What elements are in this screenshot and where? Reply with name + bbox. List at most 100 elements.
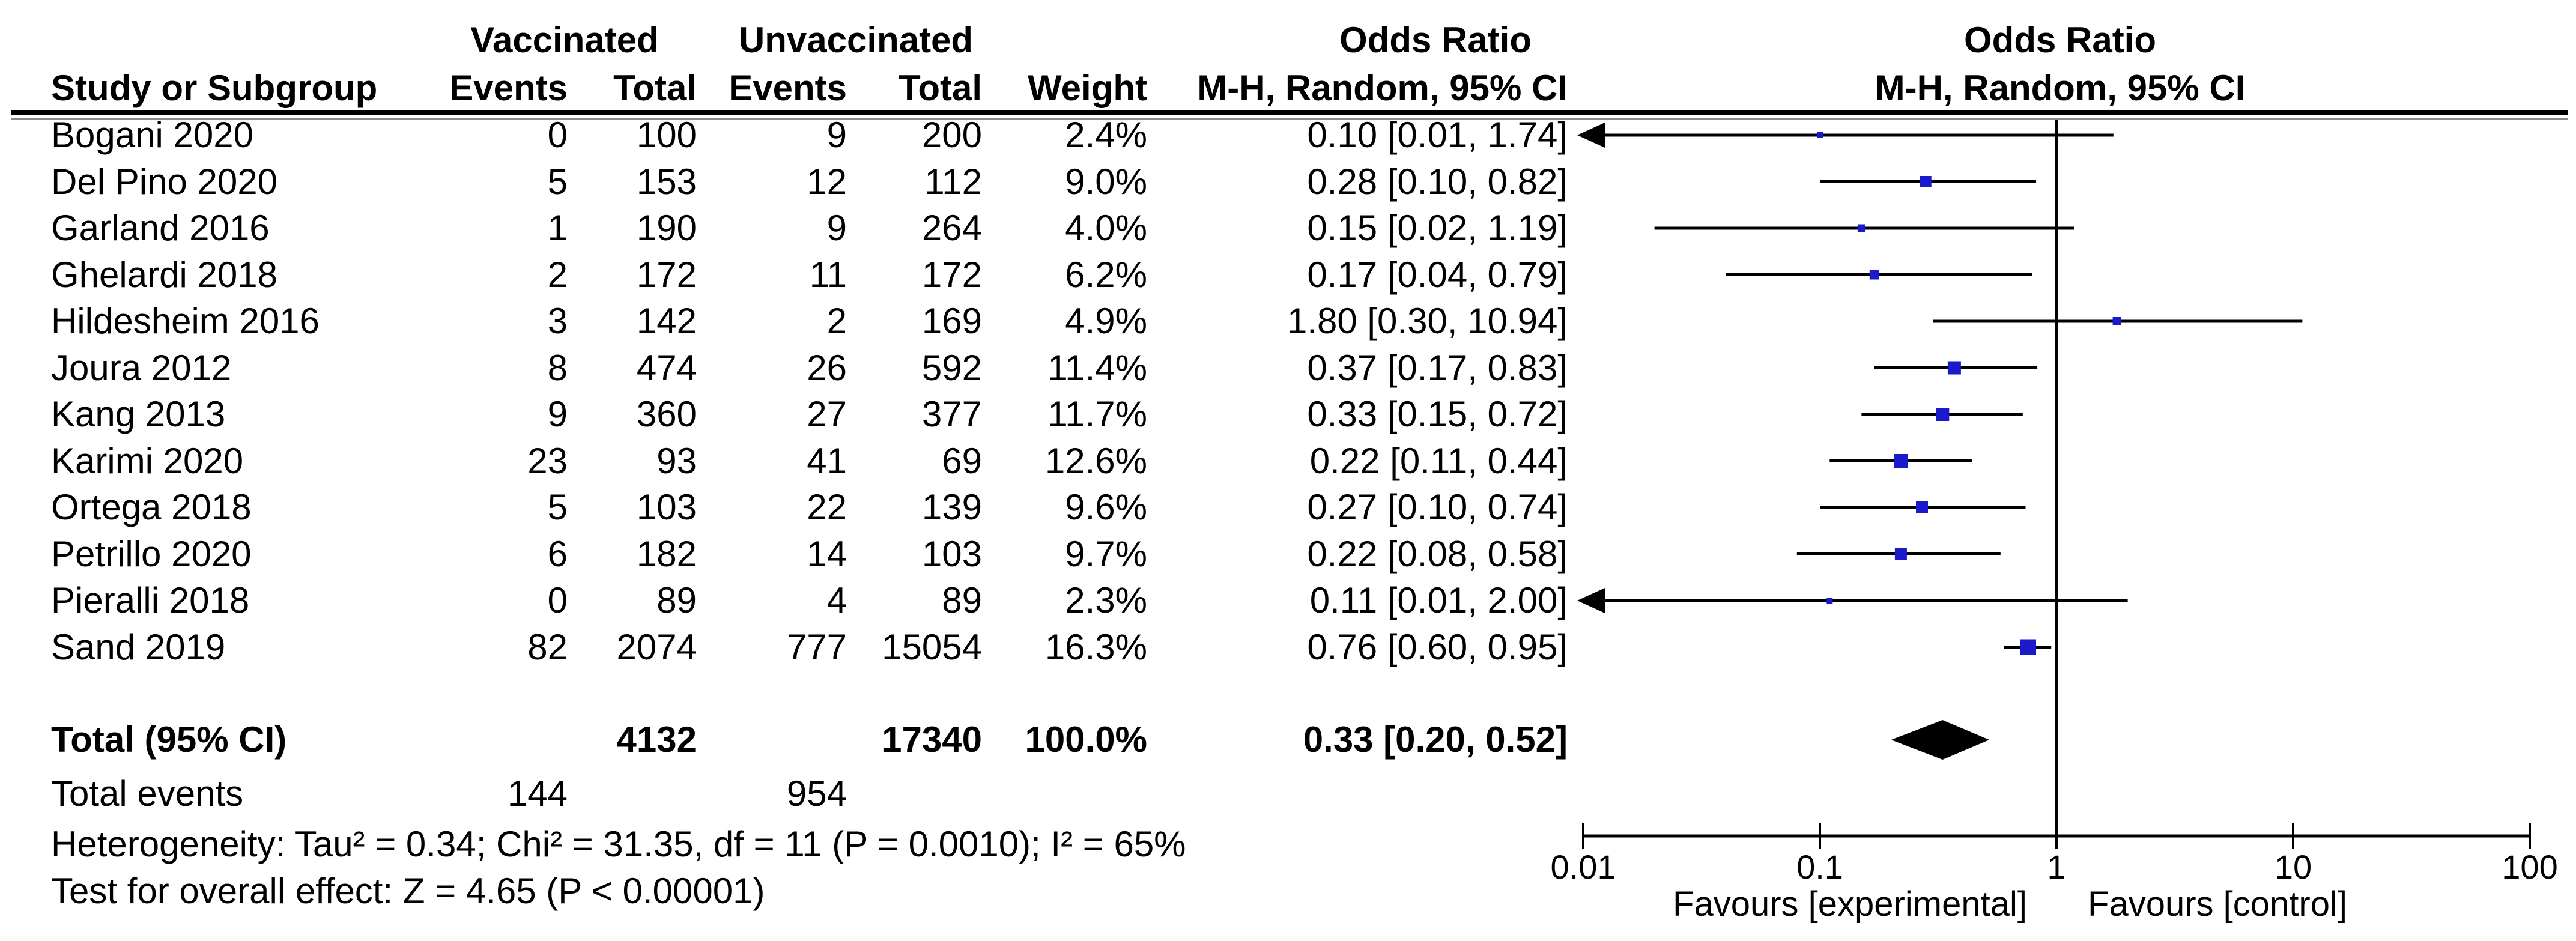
effect-square — [1936, 408, 1950, 421]
study-or-ci: 0.27 [0.10, 0.74] — [1307, 487, 1568, 527]
study-weight: 9.7% — [1065, 534, 1147, 574]
study-name: Garland 2016 — [51, 208, 270, 248]
study-vacc-total: 89 — [656, 580, 697, 620]
favours-control-label: Favours [control] — [2088, 885, 2347, 924]
col-group-unvaccinated: Unvaccinated — [738, 20, 974, 60]
overall-effect-text: Test for overall effect: Z = 4.65 (P < 0… — [51, 871, 765, 911]
effect-square — [1894, 548, 1907, 560]
study-vacc-events: 8 — [547, 348, 568, 388]
col-odds-ratio-title: Odds Ratio — [1339, 20, 1532, 60]
header-rule-thin — [11, 118, 2568, 120]
study-or-ci: 0.15 [0.02, 1.19] — [1307, 208, 1568, 248]
effect-square — [2112, 317, 2121, 325]
study-vacc-total: 360 — [636, 394, 697, 434]
study-weight: 2.3% — [1065, 580, 1147, 620]
study-or-ci: 0.11 [0.01, 2.00] — [1309, 580, 1568, 620]
col-or-method: M-H, Random, 95% CI — [1197, 68, 1568, 108]
arrow-left-icon — [1577, 123, 1605, 148]
study-vacc-events: 82 — [527, 627, 568, 667]
study-name: Hildesheim 2016 — [51, 301, 320, 341]
study-unvacc-total: 89 — [942, 580, 982, 620]
summary-diamond — [1891, 720, 1990, 760]
study-vacc-events: 9 — [547, 394, 568, 434]
effect-square — [1857, 224, 1865, 232]
study-vacc-total: 182 — [636, 534, 697, 574]
study-weight: 12.6% — [1044, 441, 1147, 481]
study-name: Petrillo 2020 — [51, 534, 252, 574]
study-unvacc-total: 592 — [921, 348, 982, 388]
study-name: Joura 2012 — [51, 348, 232, 388]
x-axis-tick-label: 0.01 — [1550, 848, 1616, 886]
study-weight: 4.9% — [1065, 301, 1147, 341]
study-weight: 6.2% — [1065, 255, 1147, 295]
study-unvacc-events: 26 — [807, 348, 847, 388]
study-unvacc-events: 11 — [809, 255, 847, 295]
study-or-ci: 0.28 [0.10, 0.82] — [1307, 162, 1568, 202]
study-unvacc-total: 69 — [942, 441, 982, 481]
study-name: Kang 2013 — [51, 394, 226, 434]
study-unvacc-events: 4 — [826, 580, 847, 620]
x-axis-tick-label: 10 — [2274, 848, 2312, 886]
x-axis-tick-label: 100 — [2502, 848, 2558, 886]
study-unvacc-events: 9 — [826, 208, 847, 248]
plot-or-method: M-H, Random, 95% CI — [1874, 68, 2246, 108]
study-unvacc-total: 139 — [921, 487, 982, 527]
study-vacc-total: 100 — [636, 115, 697, 155]
study-name: Ghelardi 2018 — [51, 255, 277, 295]
study-unvacc-events: 22 — [807, 487, 847, 527]
study-vacc-events: 0 — [547, 115, 568, 155]
col-weight: Weight — [1028, 68, 1147, 108]
study-or-ci: 0.22 [0.11, 0.44] — [1309, 441, 1568, 481]
study-or-ci: 0.37 [0.17, 0.83] — [1307, 348, 1568, 388]
study-weight: 11.7% — [1047, 394, 1147, 434]
study-unvacc-events: 12 — [807, 162, 847, 202]
study-or-ci: 0.76 [0.60, 0.95] — [1307, 627, 1568, 667]
study-vacc-total: 190 — [636, 208, 697, 248]
study-vacc-events: 3 — [547, 301, 568, 341]
effect-square — [1947, 361, 1961, 375]
arrow-left-icon — [1577, 588, 1605, 613]
study-unvacc-total: 200 — [921, 115, 982, 155]
study-vacc-total: 153 — [636, 162, 697, 202]
study-unvacc-total: 172 — [921, 255, 982, 295]
total-events-vaccinated: 144 — [507, 773, 568, 814]
effect-square — [1869, 270, 1879, 280]
x-axis-tick-label: 0.1 — [1796, 848, 1843, 886]
study-or-ci: 1.80 [0.30, 10.94] — [1286, 301, 1568, 341]
heterogeneity-text: Heterogeneity: Tau² = 0.34; Chi² = 31.35… — [51, 824, 1186, 864]
study-weight: 9.6% — [1065, 487, 1147, 527]
study-name: Karimi 2020 — [51, 441, 244, 481]
study-weight: 9.0% — [1065, 162, 1147, 202]
study-name: Sand 2019 — [51, 627, 226, 667]
study-unvacc-events: 27 — [807, 394, 847, 434]
study-vacc-events: 5 — [547, 162, 568, 202]
total-unvacc-total: 17340 — [882, 719, 982, 760]
study-name: Bogani 2020 — [51, 115, 253, 155]
total-events-label: Total events — [51, 773, 244, 814]
study-unvacc-events: 14 — [807, 534, 847, 574]
study-unvacc-total: 103 — [921, 534, 982, 574]
header-rule-thick — [11, 110, 2568, 115]
study-unvacc-events: 41 — [807, 441, 847, 481]
study-weight: 16.3% — [1044, 627, 1147, 667]
study-vacc-total: 142 — [636, 301, 697, 341]
study-vacc-total: 93 — [656, 441, 697, 481]
plot-odds-ratio-title: Odds Ratio — [1963, 20, 2157, 60]
study-unvacc-total: 377 — [921, 394, 982, 434]
study-vacc-events: 1 — [547, 208, 568, 248]
x-axis-tick-label: 1 — [2047, 848, 2066, 886]
study-weight: 2.4% — [1065, 115, 1147, 155]
effect-square — [1920, 176, 1932, 187]
effect-square — [1894, 454, 1908, 468]
study-vacc-total: 474 — [636, 348, 697, 388]
study-name: Ortega 2018 — [51, 487, 252, 527]
study-unvacc-total: 169 — [921, 301, 982, 341]
effect-square — [1916, 501, 1928, 513]
study-name: Pieralli 2018 — [51, 580, 250, 620]
study-vacc-total: 2074 — [616, 627, 697, 667]
study-unvacc-events: 777 — [786, 627, 847, 667]
study-or-ci: 0.17 [0.04, 0.79] — [1307, 255, 1568, 295]
study-vacc-total: 103 — [636, 487, 697, 527]
total-vacc-total: 4132 — [616, 719, 697, 760]
study-vacc-events: 23 — [527, 441, 568, 481]
